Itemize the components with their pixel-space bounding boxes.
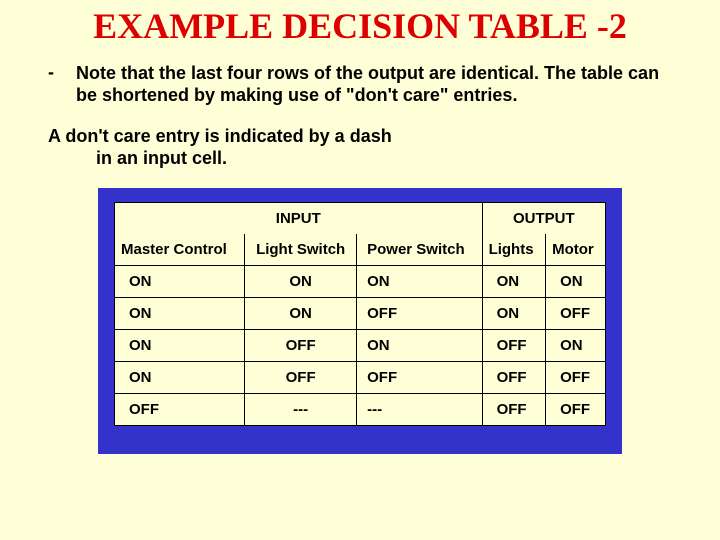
- slide-title: EXAMPLE DECISION TABLE -2: [20, 8, 700, 46]
- cell: ---: [245, 393, 357, 425]
- cell: OFF: [546, 361, 606, 393]
- table-row: OFF --- --- OFF OFF: [115, 393, 606, 425]
- cell: ON: [357, 329, 482, 361]
- table-group-header-row: INPUT OUTPUT: [115, 202, 606, 234]
- cell: ON: [482, 265, 546, 297]
- table-row: ON OFF OFF OFF OFF: [115, 361, 606, 393]
- input-group-header: INPUT: [115, 202, 483, 234]
- bullet-text-1: Note that the last four rows of the outp…: [76, 62, 672, 107]
- cell: ON: [245, 265, 357, 297]
- table-row: ON ON ON ON ON: [115, 265, 606, 297]
- table-body: ON ON ON ON ON ON ON OFF ON OFF ON OFF O…: [115, 265, 606, 425]
- cell: ON: [482, 297, 546, 329]
- cell: OFF: [546, 297, 606, 329]
- cell: OFF: [482, 361, 546, 393]
- output-group-header: OUTPUT: [482, 202, 605, 234]
- bullet-marker: -: [48, 62, 76, 84]
- cell: OFF: [482, 329, 546, 361]
- cell: OFF: [357, 297, 482, 329]
- col-header-motor: Motor: [546, 234, 606, 266]
- cell: OFF: [245, 329, 357, 361]
- table-column-header-row: Master Control Light Switch Power Switch…: [115, 234, 606, 266]
- cell: ON: [115, 265, 245, 297]
- cell: ---: [357, 393, 482, 425]
- cell: OFF: [546, 393, 606, 425]
- cell: ON: [357, 265, 482, 297]
- col-header-lights: Lights: [482, 234, 546, 266]
- note2-line2: in an input cell.: [96, 148, 227, 168]
- cell: ON: [245, 297, 357, 329]
- table-row: ON OFF ON OFF ON: [115, 329, 606, 361]
- cell: ON: [115, 297, 245, 329]
- bullet-item-1: - Note that the last four rows of the ou…: [48, 62, 672, 107]
- col-header-light: Light Switch: [245, 234, 357, 266]
- table-container: INPUT OUTPUT Master Control Light Switch…: [98, 188, 622, 454]
- bullet-item-2: A don't care entry is indicated by a das…: [48, 125, 672, 170]
- cell: ON: [546, 265, 606, 297]
- cell: OFF: [357, 361, 482, 393]
- cell: OFF: [245, 361, 357, 393]
- note2-line1: A don't care entry is indicated by a das…: [48, 126, 392, 146]
- cell: ON: [546, 329, 606, 361]
- cell: ON: [115, 361, 245, 393]
- table-row: ON ON OFF ON OFF: [115, 297, 606, 329]
- col-header-power: Power Switch: [357, 234, 482, 266]
- col-header-master: Master Control: [115, 234, 245, 266]
- cell: OFF: [482, 393, 546, 425]
- decision-table: INPUT OUTPUT Master Control Light Switch…: [114, 202, 606, 426]
- cell: ON: [115, 329, 245, 361]
- cell: OFF: [115, 393, 245, 425]
- slide: EXAMPLE DECISION TABLE -2 - Note that th…: [0, 0, 720, 540]
